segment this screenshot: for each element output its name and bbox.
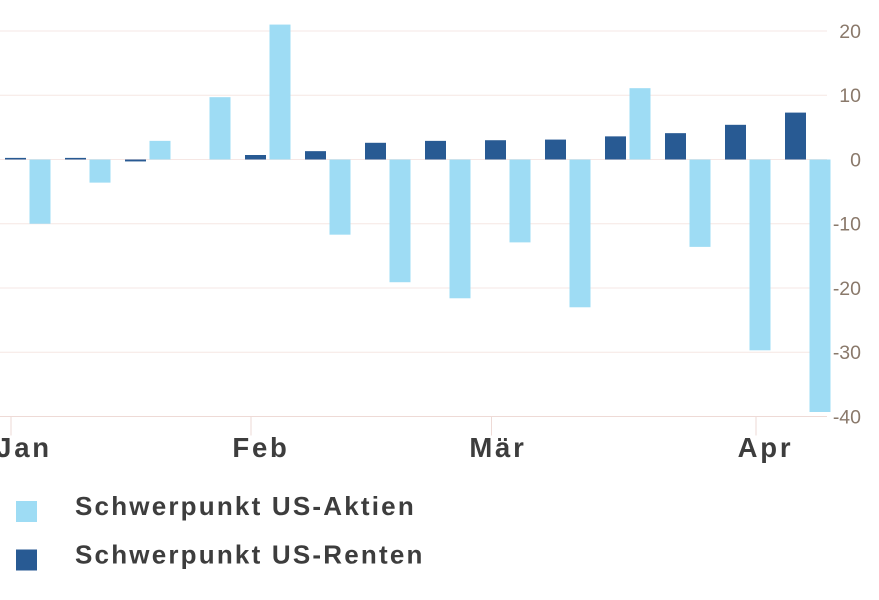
svg-text:-10: -10 — [833, 214, 861, 236]
svg-text:20: 20 — [839, 21, 861, 43]
svg-text:Jan: Jan — [0, 432, 52, 463]
svg-text:Apr: Apr — [738, 432, 794, 463]
svg-text:-40: -40 — [833, 406, 861, 428]
svg-text:Schwerpunkt US-Aktien: Schwerpunkt US-Aktien — [75, 491, 416, 521]
svg-text:Feb: Feb — [232, 432, 289, 463]
svg-text:Mär: Mär — [469, 432, 526, 463]
svg-text:10: 10 — [839, 85, 861, 107]
svg-text:0: 0 — [850, 149, 861, 171]
svg-text:Schwerpunkt US-Renten: Schwerpunkt US-Renten — [75, 540, 425, 570]
svg-text:-20: -20 — [833, 278, 861, 300]
svg-text:-30: -30 — [833, 342, 861, 364]
